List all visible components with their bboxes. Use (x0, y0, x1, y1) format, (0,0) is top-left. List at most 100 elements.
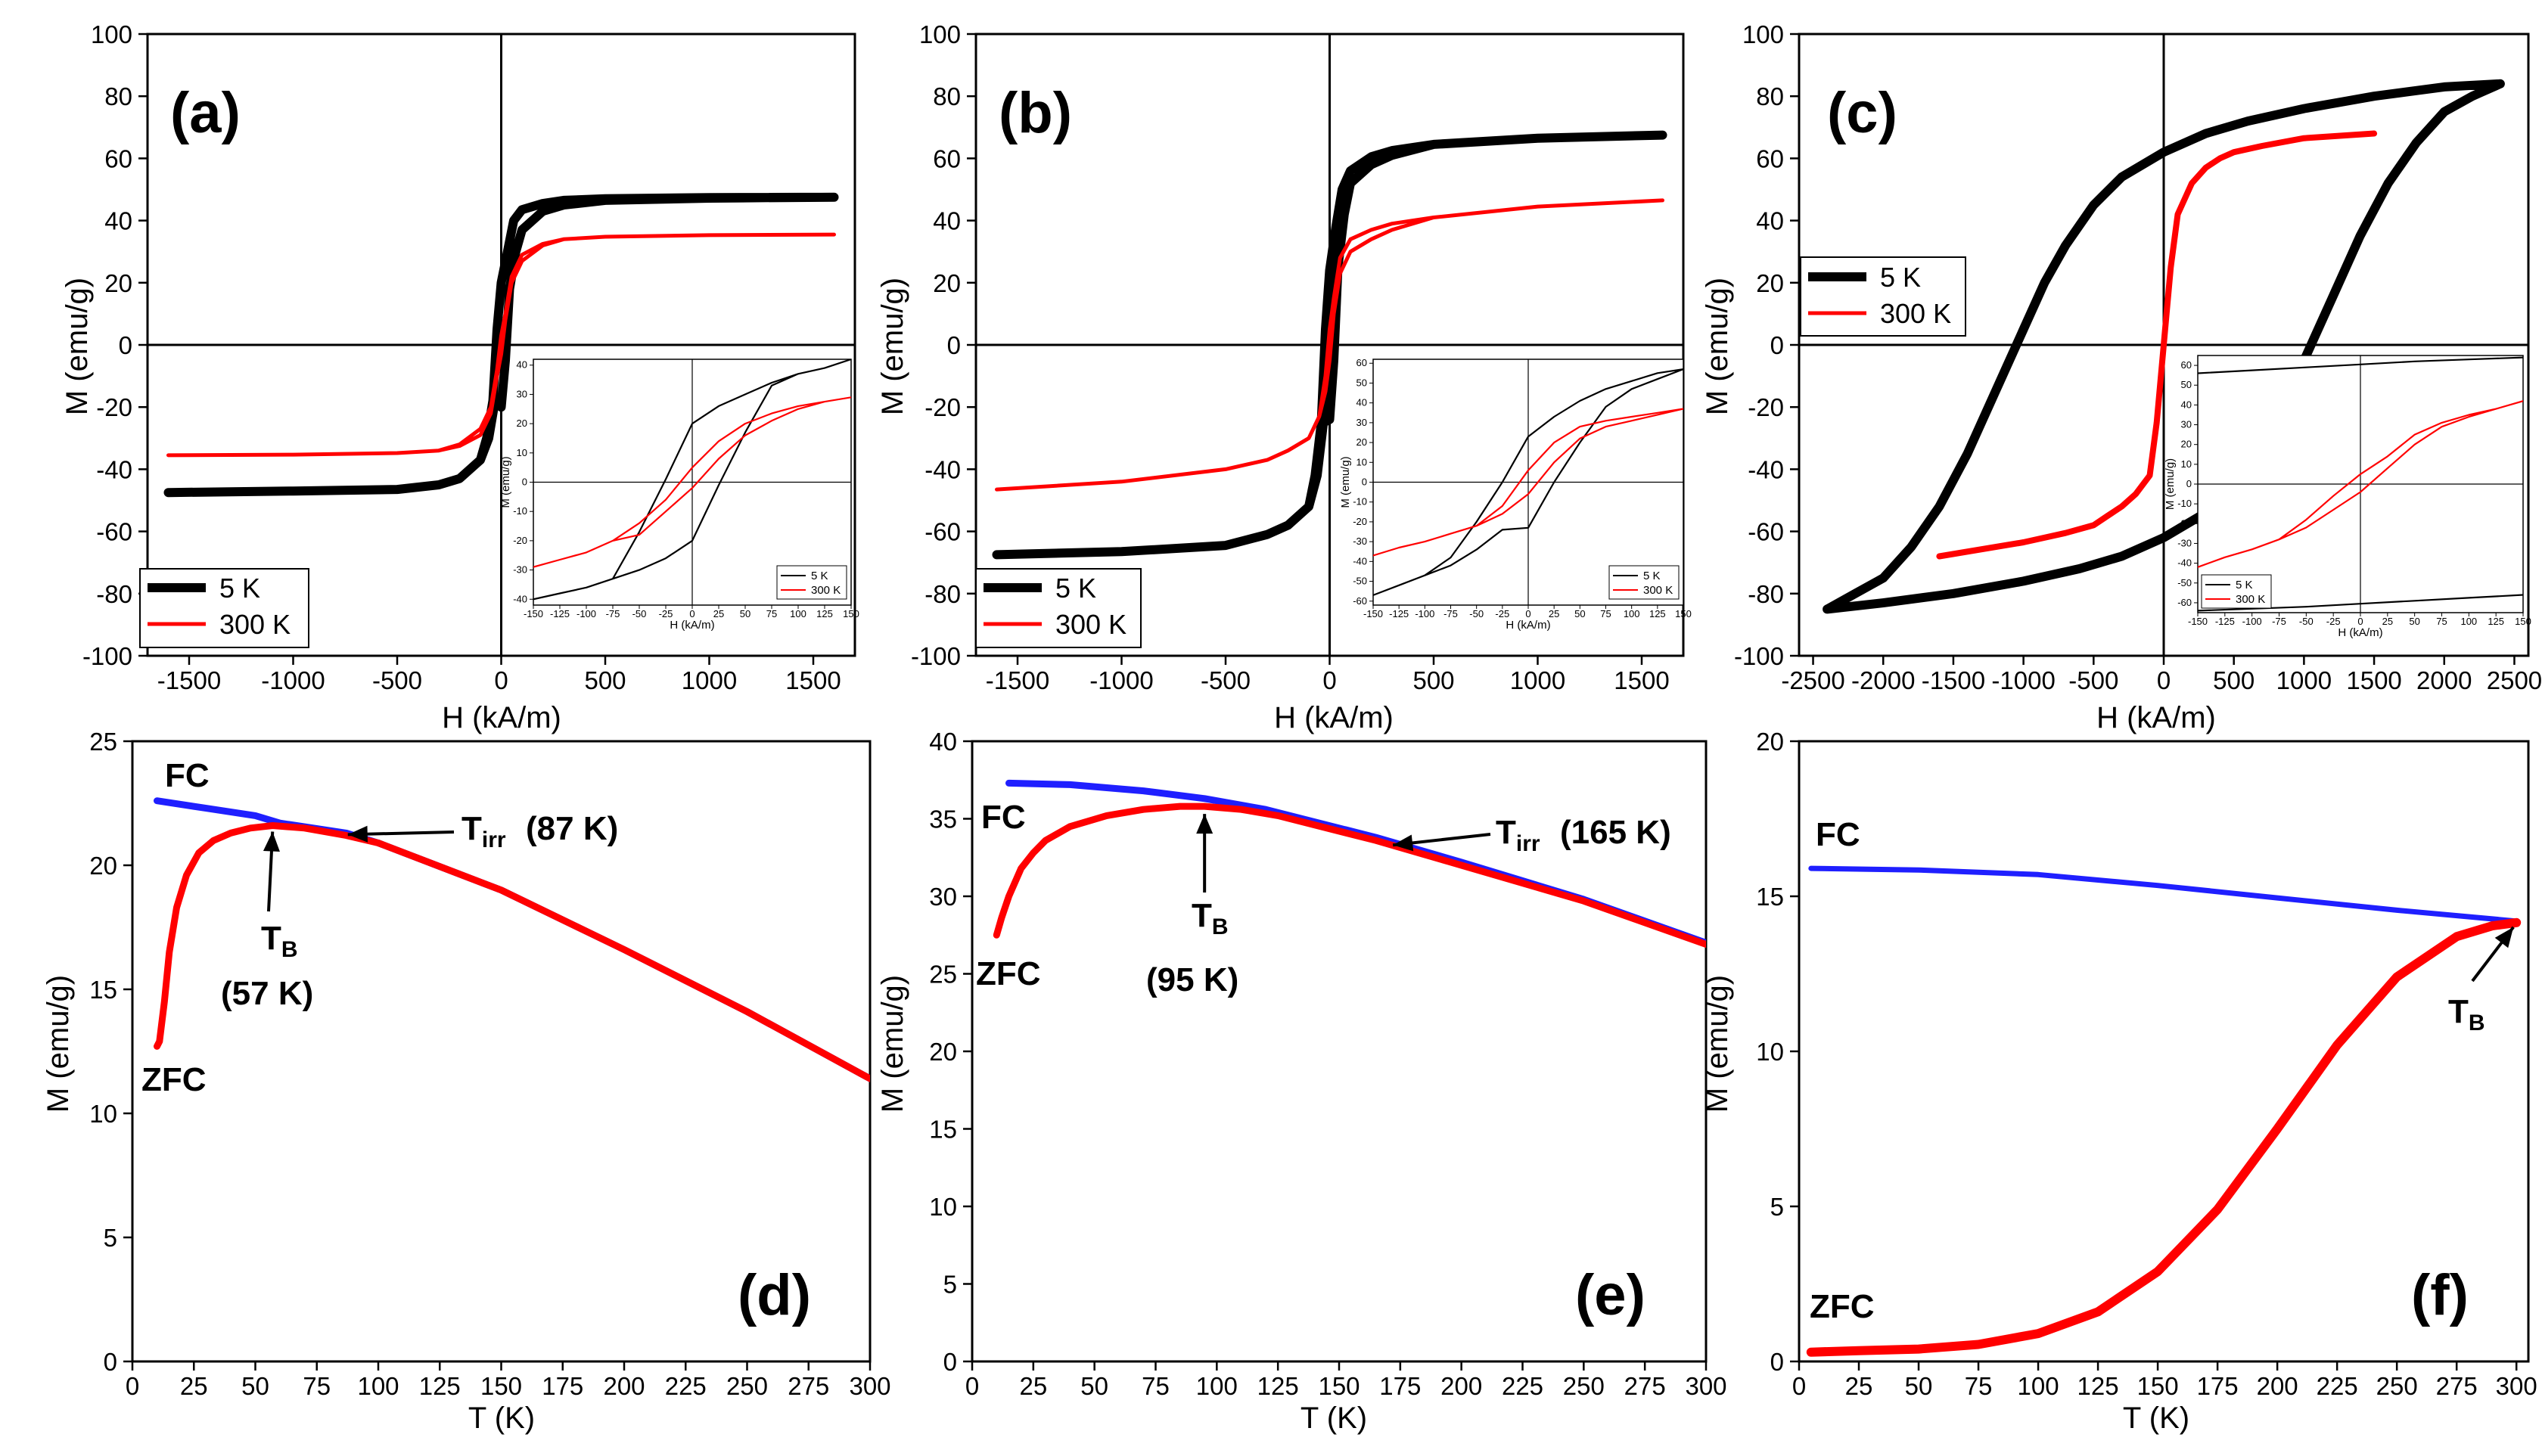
x-tick-label: 150 (480, 1372, 522, 1400)
x-tick-label: 225 (1502, 1372, 1543, 1400)
panel-a: -1500 -1000 -500 0 500 1000 1500-100-80-60-40-… (61, 20, 859, 734)
x-tick-label: 100 (2018, 1372, 2059, 1400)
x-tick-label: -25 (659, 608, 673, 619)
x-tick-label: 50 (1574, 608, 1585, 619)
panel-label-b: (b) (999, 81, 1072, 145)
series-line-5k (163, 192, 839, 498)
x-tick-label: 25 (180, 1372, 208, 1400)
x-tick-label: 125 (419, 1372, 461, 1400)
ylabel-f: M (emu/g) (1701, 975, 1734, 1113)
x-tick-label: 250 (2376, 1372, 2418, 1400)
x-tick-label: 25 (2382, 616, 2393, 627)
series-line-300k (166, 232, 836, 458)
tb-symbol-e: TB (1192, 897, 1229, 939)
panel-c: -2500 -2000 -1500 -1000 -500 0 500 1000 1500 2000… (1701, 20, 2542, 734)
series-line-zfc (993, 803, 1706, 948)
y-tick-label: -40 (1353, 555, 1367, 567)
fc-label-e: FC (981, 799, 1026, 836)
tb-symbol-f: TB (2448, 993, 2485, 1035)
legend-b: 5 K 300 K (975, 568, 1142, 648)
xlabel-e: T (K) (1301, 1402, 1367, 1435)
y-tick-label: -30 (1353, 536, 1367, 547)
x-tick-label: 25 (1845, 1372, 1873, 1400)
y-tick-label: 20 (1756, 728, 1784, 756)
x-tick-label: -50 (2299, 616, 2314, 627)
y-tick-label: 10 (1756, 1038, 1784, 1066)
series-line-5k (1823, 79, 2505, 614)
y-tick-label: 40 (517, 359, 527, 371)
x-tick-label: 0 (494, 666, 508, 694)
inset-xlabel: H (kA/m) (670, 619, 714, 632)
ylabel-d: M (emu/g) (42, 975, 75, 1113)
x-tick-label: -1000 (1991, 666, 2055, 694)
y-tick-label: 10 (2181, 458, 2192, 470)
y-tick-label: 15 (1756, 883, 1784, 911)
x-tick-label: -50 (1469, 608, 1484, 619)
series-line-300k (995, 198, 1664, 492)
y-tick-label: 60 (1356, 357, 1367, 368)
y-tick-label: 10 (1356, 456, 1367, 467)
x-tick-label: -1500 (986, 666, 1049, 694)
zfc-label-f: ZFC (1810, 1288, 1875, 1325)
y-tick-label: 0 (522, 477, 527, 488)
y-tick-label: 5 (104, 1224, 117, 1252)
axes-e: 0 25 50 75 100 125 150 175 200 225 250 275 300 0 5 10 15… (929, 728, 1726, 1400)
x-tick-label: 200 (1440, 1372, 1482, 1400)
x-tick-label: -75 (606, 608, 620, 619)
series-e (993, 779, 1706, 948)
y-tick-label: -50 (2177, 577, 2192, 588)
tirr-value-e: (165 K) (1560, 814, 1671, 851)
series-line-300k (1936, 130, 2378, 560)
inset-ylabel: M (emu/g) (499, 456, 512, 508)
x-tick-label: -150 (2188, 616, 2208, 627)
series-line-300k (2198, 400, 2523, 568)
y-tick-label: -30 (2177, 537, 2192, 548)
inset-ylabel: M (emu/g) (2164, 458, 2177, 510)
x-tick-label: 75 (766, 608, 777, 619)
ylabel-a: M (emu/g) (61, 278, 94, 415)
x-tick-label: 125 (2077, 1372, 2119, 1400)
y-tick-label: 40 (929, 728, 957, 756)
tb-annotation-e: TB (95 K) (1146, 897, 1238, 998)
y-tick-label: 40 (2181, 399, 2192, 410)
y-tick-label: 10 (929, 1193, 957, 1221)
x-tick-label: 0 (2157, 666, 2171, 694)
legend-a: 5 K 300 K (139, 568, 309, 648)
y-tick-label: -20 (513, 535, 527, 546)
arrows-f (2471, 926, 2515, 983)
x-tick-label: 1500 (1614, 666, 1669, 694)
x-tick-label: 250 (1563, 1372, 1605, 1400)
y-tick-label: -60 (1748, 518, 1784, 546)
y-tick-label: 0 (943, 1348, 957, 1376)
y-tick-label: 80 (1756, 82, 1784, 110)
panel-label-a: (a) (170, 81, 241, 145)
x-tick-label: 500 (2213, 666, 2255, 694)
inset-legend-box (1608, 565, 1680, 600)
y-tick-label: 0 (947, 331, 961, 359)
x-tick-label: -500 (2068, 666, 2118, 694)
x-tick-label: 1500 (2346, 666, 2401, 694)
inset-legend-label: 300 K (1643, 584, 1673, 597)
x-tick-label: -150 (1363, 608, 1383, 619)
y-tick-label: -80 (1748, 580, 1784, 608)
x-tick-label: -100 (576, 608, 596, 619)
x-tick-label: 0 (126, 1372, 139, 1400)
inset-legend-label: 300 K (2236, 593, 2265, 606)
inset-a: -150 -125 -100 -75 -50 -25 0 25 50 75 100 125 150-40… (499, 359, 859, 632)
x-tick-label: -500 (372, 666, 422, 694)
x-tick-label: 175 (2197, 1372, 2239, 1400)
x-tick-label: 75 (1965, 1372, 1993, 1400)
y-tick-label: 0 (1770, 331, 1784, 359)
ylabel-c: M (emu/g) (1701, 278, 1734, 415)
x-tick-label: 125 (816, 608, 833, 619)
y-tick-label: 25 (89, 728, 117, 756)
x-tick-label: 100 (790, 608, 806, 619)
y-tick-label: -20 (1353, 516, 1367, 527)
y-tick-label: 20 (2181, 439, 2192, 450)
y-tick-label: -100 (911, 642, 961, 670)
xlabel-b: H (kA/m) (1274, 701, 1394, 734)
y-tick-label: -20 (2177, 517, 2192, 529)
legend-label-5k: 5 K (219, 573, 260, 604)
x-tick-label: 0 (689, 608, 695, 619)
